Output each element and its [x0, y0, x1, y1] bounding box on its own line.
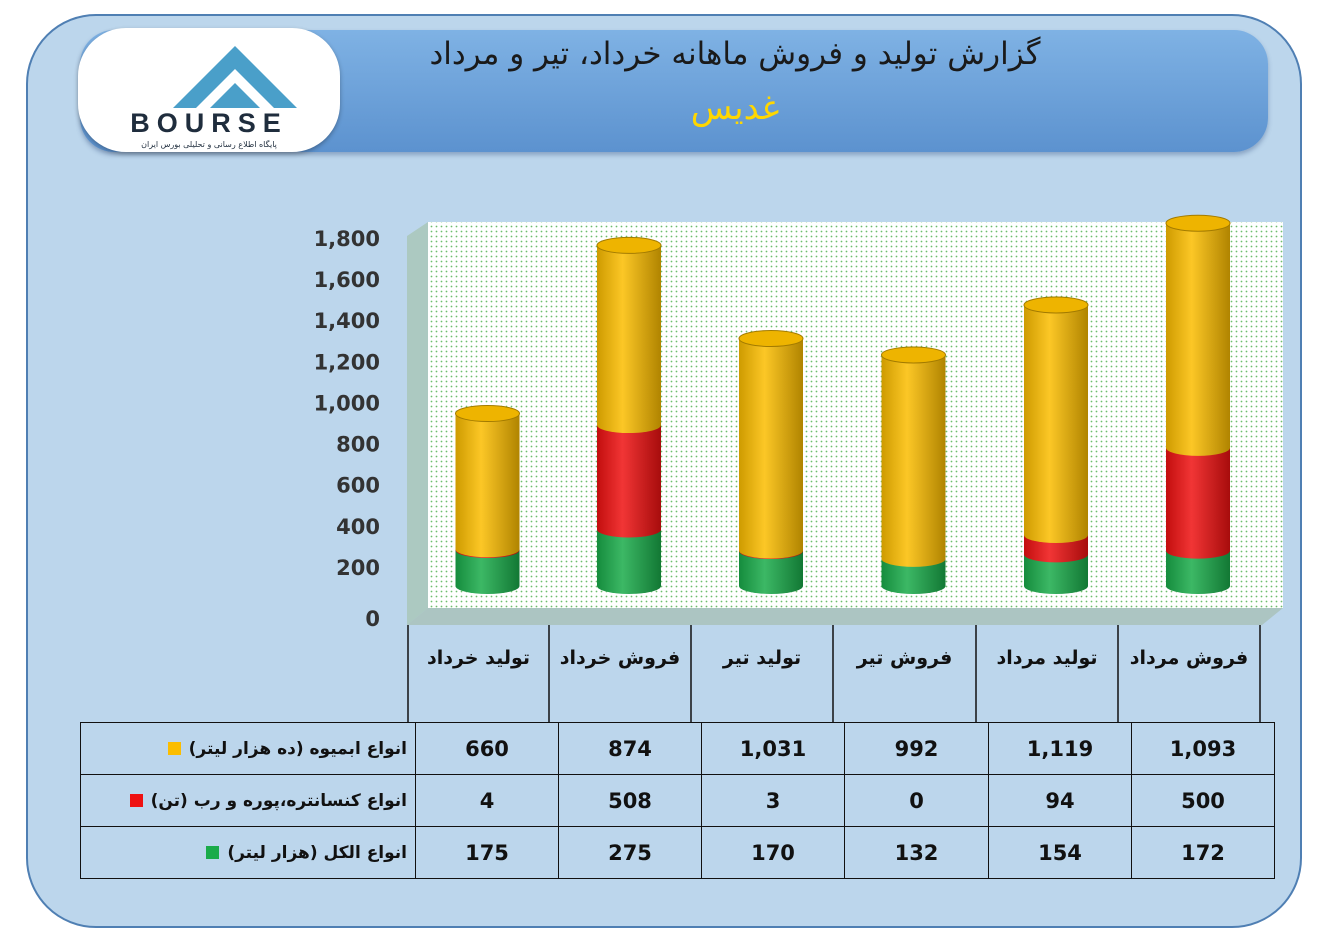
- value-cell: 170: [701, 826, 845, 879]
- bourse24-logo: BOURSE پایگاه اطلاع رسانی و تحلیلی بورس …: [78, 28, 340, 152]
- series-label-cell: انواع کنسانتره،پوره و رب (تن): [80, 774, 416, 827]
- bar-cap: [1023, 296, 1089, 314]
- plot-back-wall: [428, 222, 1283, 608]
- value-cell: 992: [844, 722, 989, 775]
- bar-segment: [1024, 305, 1088, 544]
- data-table: انواع ابمیوه (ده هزار لیتر) 660 874 1,031 99…: [80, 722, 1275, 879]
- series-label-cell: انواع ابمیوه (ده هزار لیتر): [80, 722, 416, 775]
- value-cell: 175: [415, 826, 559, 879]
- value-cell: 154: [988, 826, 1132, 879]
- bar-cap: [738, 330, 804, 348]
- category-label: فروش مرداد: [1129, 647, 1249, 669]
- category-dividers: [407, 625, 1261, 722]
- bar-segment: [597, 245, 661, 434]
- bar-segment: [739, 551, 803, 594]
- category-label: تولید تیر: [722, 647, 802, 669]
- plot-side-wall: [407, 222, 428, 625]
- y-tick-label: 1,600: [314, 268, 380, 292]
- y-tick-label: 0: [365, 607, 380, 631]
- bar-segment: [1166, 447, 1230, 559]
- bar-cap: [455, 405, 520, 423]
- bar-cap: [596, 236, 662, 254]
- series-label: انواع الکل (هزار لیتر): [227, 842, 407, 863]
- y-tick-label: 1,400: [314, 309, 380, 333]
- y-tick-label: 400: [336, 515, 380, 539]
- table-row: انواع ابمیوه (ده هزار لیتر) 660 874 1,031 99…: [80, 722, 1275, 775]
- y-axis: 1,800 1,600 1,400 1,200 1,000 800 600 400 200 0: [314, 227, 380, 631]
- legend-swatch: [167, 742, 181, 755]
- value-cell: 874: [558, 722, 702, 775]
- legend-swatch: [206, 846, 220, 859]
- y-tick-label: 800: [336, 433, 380, 457]
- table-row: انواع کنسانتره،پوره و رب (تن) 4 508 3 0 94 500: [80, 774, 1275, 827]
- bar-segment: [739, 338, 803, 559]
- plot-floor: [407, 608, 1283, 625]
- value-cell: 172: [1131, 826, 1275, 879]
- series-label: انواع ابمیوه (ده هزار لیتر): [188, 738, 407, 759]
- value-cell: 275: [558, 826, 702, 879]
- category-label: تولید مرداد: [996, 647, 1098, 669]
- series-label-cell: انواع الکل (هزار لیتر): [80, 826, 416, 879]
- value-cell: 1,093: [1131, 722, 1275, 775]
- bar-segment: [881, 354, 946, 567]
- value-cell: 4: [415, 774, 559, 827]
- bar-cap: [1165, 214, 1231, 232]
- y-tick-label: 1,800: [314, 227, 380, 251]
- company-name: غدیس: [690, 88, 780, 128]
- bars: [455, 214, 1231, 594]
- logo-wordmark: BOURSE: [130, 108, 288, 138]
- value-cell: 660: [415, 722, 559, 775]
- value-cell: 0: [844, 774, 989, 827]
- bar-segment: [1166, 223, 1230, 456]
- y-tick-label: 600: [336, 474, 380, 498]
- logo-mark: [173, 46, 297, 108]
- bar-segment: [597, 425, 661, 538]
- y-tick-label: 200: [336, 556, 380, 580]
- category-label: فروش خرداد: [559, 647, 681, 669]
- value-cell: 94: [988, 774, 1132, 827]
- logo-tagline: پایگاه اطلاع رسانی و تحلیلی بورس ایران: [141, 140, 277, 149]
- series-label: انواع کنسانتره،پوره و رب (تن): [150, 790, 407, 811]
- category-label: فروش تیر: [856, 647, 953, 669]
- value-cell: 132: [844, 826, 989, 879]
- bar-segment: [597, 529, 661, 594]
- y-tick-label: 1,200: [314, 350, 380, 374]
- category-label: تولید خرداد: [426, 647, 531, 669]
- bar-segment: [881, 558, 946, 594]
- page-title: گزارش تولید و فروش ماهانه خرداد، تیر و م…: [429, 36, 1041, 72]
- value-cell: 3: [701, 774, 845, 827]
- value-cell: 1,031: [701, 722, 845, 775]
- value-cell: 500: [1131, 774, 1275, 827]
- value-cell: 508: [558, 774, 702, 827]
- legend-swatch: [129, 794, 143, 807]
- bar-segment: [1024, 554, 1088, 594]
- bar-segment: [455, 413, 520, 558]
- y-tick-label: 1,000: [314, 391, 380, 415]
- bar-segment: [455, 550, 520, 594]
- table-row: انواع الکل (هزار لیتر) 175 275 170 132 154 172: [80, 826, 1275, 879]
- bar-cap: [881, 346, 946, 364]
- value-cell: 1,119: [988, 722, 1132, 775]
- bar-segment: [1166, 550, 1230, 594]
